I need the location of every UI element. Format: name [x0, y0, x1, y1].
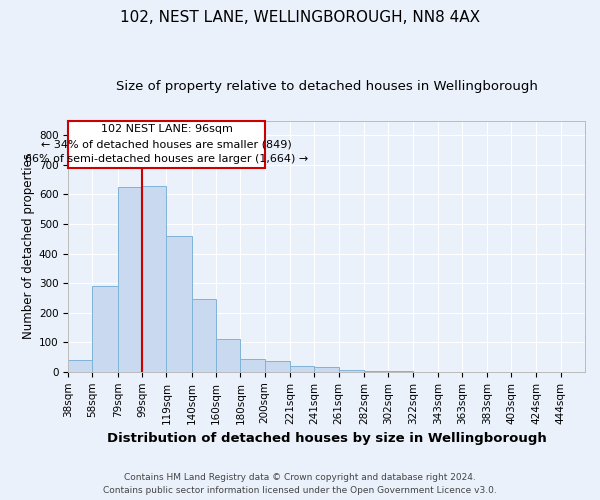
- Bar: [216, 340, 241, 372]
- X-axis label: Distribution of detached houses by size in Wellingborough: Distribution of detached houses by size …: [107, 432, 547, 445]
- Bar: [290, 366, 314, 372]
- Y-axis label: Number of detached properties: Number of detached properties: [22, 153, 35, 339]
- Bar: [118, 187, 142, 372]
- Bar: [92, 286, 118, 372]
- Bar: [314, 368, 339, 372]
- Bar: [192, 300, 216, 372]
- Text: 102 NEST LANE: 96sqm
← 34% of detached houses are smaller (849)
66% of semi-deta: 102 NEST LANE: 96sqm ← 34% of detached h…: [25, 124, 308, 164]
- Bar: [142, 186, 166, 372]
- Bar: [388, 371, 413, 372]
- Text: Contains HM Land Registry data © Crown copyright and database right 2024.
Contai: Contains HM Land Registry data © Crown c…: [103, 473, 497, 495]
- Title: Size of property relative to detached houses in Wellingborough: Size of property relative to detached ho…: [116, 80, 538, 93]
- Bar: [339, 370, 364, 372]
- Bar: [364, 371, 388, 372]
- Bar: [166, 236, 192, 372]
- Bar: [68, 360, 92, 372]
- Text: 102, NEST LANE, WELLINGBOROUGH, NN8 4AX: 102, NEST LANE, WELLINGBOROUGH, NN8 4AX: [120, 10, 480, 25]
- Bar: [241, 358, 265, 372]
- Bar: [265, 362, 290, 372]
- FancyBboxPatch shape: [68, 120, 265, 168]
